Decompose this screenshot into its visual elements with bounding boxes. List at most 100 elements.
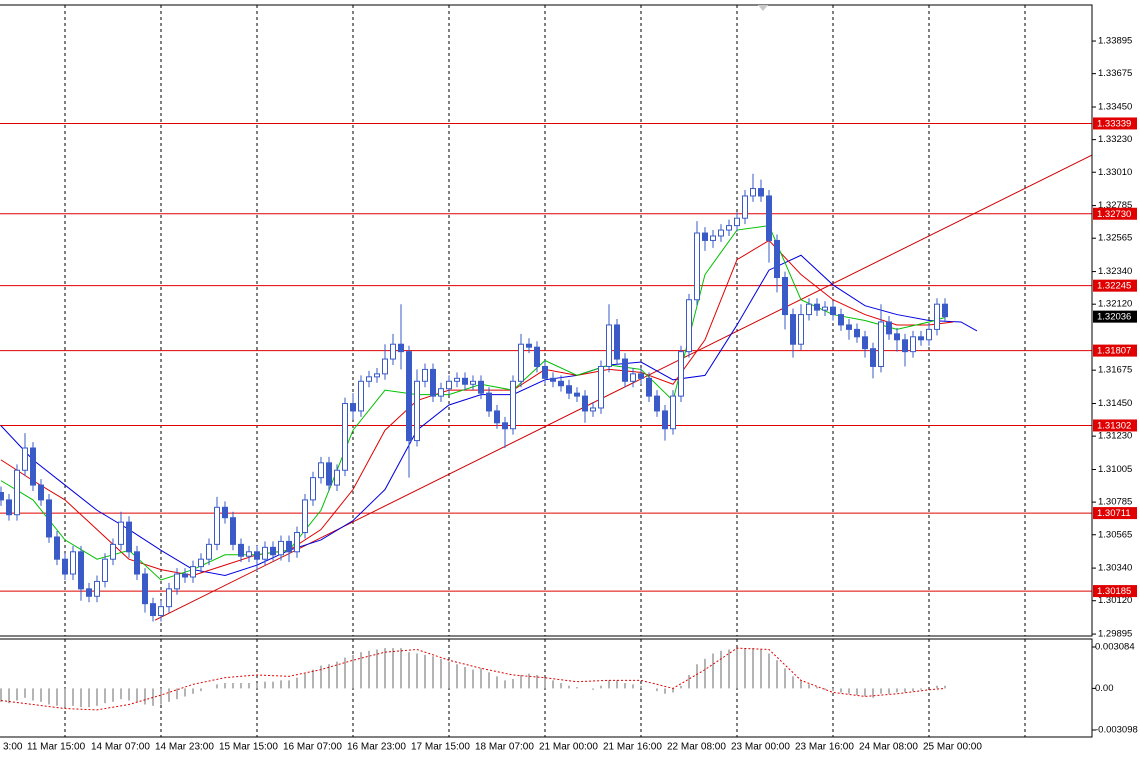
candle-body	[262, 546, 268, 560]
candle-body	[838, 314, 844, 326]
candle-body	[246, 551, 252, 557]
candle-body	[302, 499, 308, 534]
indicator-line	[0, 254, 978, 577]
candle-body	[182, 573, 188, 578]
candle-body	[14, 469, 20, 516]
candle-body	[678, 351, 684, 397]
y-tick-label: 1.33010	[1098, 167, 1132, 178]
x-tick-label: 3:00	[3, 742, 23, 753]
y-tick-label: 1.31005	[1098, 464, 1132, 475]
candle-body	[486, 392, 492, 412]
candle-body	[750, 188, 756, 197]
candle-body	[534, 346, 540, 367]
candle-body	[558, 380, 564, 387]
candle-body	[806, 303, 812, 316]
candle-body	[518, 343, 524, 382]
candle-body	[286, 540, 292, 553]
axes: 1.33895 1.33675 1.33450 1.33230 1.33010 1.327…	[3, 36, 1138, 753]
level-label: 1.30185	[1097, 586, 1131, 597]
candle-body	[526, 343, 532, 348]
candle-body	[478, 380, 484, 394]
x-tick-label: 14 Mar 07:00	[91, 742, 150, 753]
candle-body	[582, 395, 588, 412]
candle-body	[742, 195, 748, 219]
y-tick-label: 1.33895	[1098, 36, 1132, 47]
x-tick-label: 16 Mar 07:00	[283, 742, 342, 753]
x-tick-label: 15 Mar 15:00	[219, 742, 278, 753]
candle-body	[398, 343, 404, 353]
candle-body	[102, 558, 108, 582]
candle-body	[942, 303, 948, 318]
level-label: 1.30711	[1097, 508, 1131, 519]
candle-body	[598, 365, 604, 409]
y-tick-label: 1.32120	[1098, 299, 1132, 310]
candle-body	[638, 373, 644, 379]
candle-body	[910, 336, 916, 353]
price-label: 1.32036	[1097, 312, 1131, 323]
candle-body	[542, 365, 548, 379]
candle-body	[686, 299, 692, 353]
candle-body	[150, 603, 156, 617]
y2-tick-label: -0.003098	[1095, 725, 1138, 736]
shift-marker	[758, 5, 768, 11]
x-tick-label: 21 Mar 00:00	[539, 742, 598, 753]
candle-body	[494, 410, 500, 424]
candle-body	[438, 388, 444, 397]
candle-body	[718, 229, 724, 237]
candle-body	[454, 377, 460, 382]
candle-body	[134, 551, 140, 575]
candle-body	[854, 328, 860, 338]
candle-body	[54, 536, 60, 560]
signal-line	[0, 647, 946, 711]
candle-body	[918, 336, 924, 341]
indicator-panel	[0, 639, 1026, 737]
candle-body	[830, 306, 836, 316]
candle-body	[550, 377, 556, 382]
candle-body	[110, 543, 116, 560]
x-tick-label: 11 Mar 15:00	[27, 742, 86, 753]
candle-body	[694, 232, 700, 301]
candle-body	[774, 239, 780, 279]
candle-body	[414, 380, 420, 442]
candle-body	[310, 477, 316, 501]
candle-body	[30, 447, 36, 486]
level-label: 1.33339	[1097, 118, 1131, 129]
candle-body	[422, 368, 428, 382]
main-frame	[0, 4, 1093, 637]
y-tick-label: 1.32565	[1098, 233, 1132, 244]
candle-body	[902, 339, 908, 353]
candle-body	[614, 324, 620, 360]
candle-body	[118, 521, 124, 545]
candle-body	[254, 551, 260, 560]
y-tick-label: 1.30565	[1098, 529, 1132, 540]
indicator-frame	[0, 638, 1093, 738]
candle-body	[70, 551, 76, 575]
candle-body	[62, 558, 68, 575]
candle-body	[166, 588, 172, 608]
candle-body	[238, 543, 244, 557]
level-label-box	[1093, 507, 1137, 520]
y-tick-label: 1.33450	[1098, 102, 1132, 113]
x-tick-label: 18 Mar 07:00	[475, 742, 534, 753]
candle-body	[630, 373, 636, 382]
y-tick-label: 1.30340	[1098, 563, 1132, 574]
candle-body	[510, 380, 516, 430]
candle-body	[174, 573, 180, 590]
candle-body	[78, 551, 84, 590]
y-tick-label: 1.31230	[1098, 431, 1132, 442]
x-tick-label: 22 Mar 08:00	[667, 742, 726, 753]
candle-body	[278, 540, 284, 556]
candle-body	[0, 491, 4, 501]
candle-body	[934, 303, 940, 330]
candle-body	[230, 517, 236, 545]
x-tick-label: 23 Mar 16:00	[795, 742, 854, 753]
candle-body	[574, 392, 580, 397]
candle-body	[654, 395, 660, 412]
candle-body	[342, 403, 348, 471]
candle-body	[702, 232, 708, 241]
candle-body	[190, 566, 196, 578]
x-tick-label: 23 Mar 00:00	[731, 742, 790, 753]
price-label-box	[1093, 310, 1137, 323]
